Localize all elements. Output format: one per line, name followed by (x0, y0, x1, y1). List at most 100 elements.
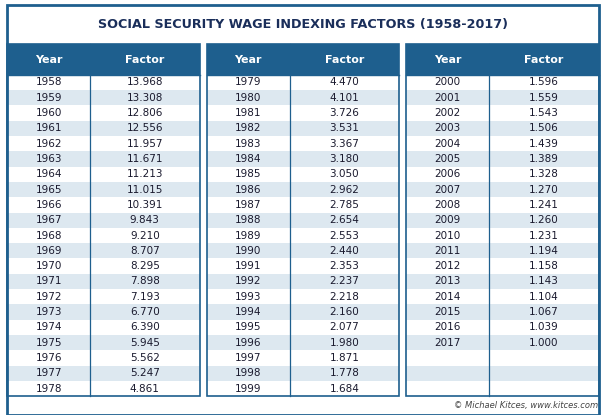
Bar (7, 350, 199, 366)
Text: 1.194: 1.194 (529, 246, 559, 256)
Bar (7, 182, 199, 197)
Bar (407, 366, 599, 381)
Bar (407, 228, 599, 243)
Bar (207, 44, 399, 396)
Text: 1986: 1986 (235, 185, 261, 195)
Bar (207, 90, 399, 105)
Text: 3.726: 3.726 (330, 108, 359, 118)
Text: 2.440: 2.440 (330, 246, 359, 256)
Bar (207, 243, 399, 259)
Bar (207, 381, 399, 396)
Bar (207, 166, 399, 182)
Bar (207, 75, 399, 90)
Text: 11.213: 11.213 (127, 169, 163, 179)
Bar (407, 381, 599, 396)
Bar (407, 166, 599, 182)
Text: 1.270: 1.270 (529, 185, 559, 195)
Bar (407, 350, 599, 366)
Text: 2.160: 2.160 (330, 307, 359, 317)
Text: 1964: 1964 (35, 169, 62, 179)
Text: 8.707: 8.707 (130, 246, 159, 256)
Text: 1995: 1995 (235, 322, 261, 332)
Text: 2010: 2010 (435, 230, 461, 241)
Text: Year: Year (35, 54, 62, 65)
Text: 9.210: 9.210 (130, 230, 159, 241)
Text: 1.231: 1.231 (529, 230, 559, 241)
Bar (407, 289, 599, 305)
Text: 1963: 1963 (35, 154, 62, 164)
Bar (7, 75, 199, 90)
Bar (7, 197, 199, 212)
Text: 2.353: 2.353 (330, 261, 359, 271)
Text: 2002: 2002 (435, 108, 461, 118)
Text: Year: Year (235, 54, 262, 65)
Text: 2.218: 2.218 (330, 292, 359, 302)
Text: 2.654: 2.654 (330, 215, 359, 225)
Bar (207, 320, 399, 335)
Text: 1998: 1998 (235, 369, 261, 378)
Text: 1969: 1969 (35, 246, 62, 256)
Text: 1961: 1961 (35, 123, 62, 133)
Text: 2013: 2013 (435, 276, 461, 286)
Text: 1973: 1973 (35, 307, 62, 317)
Text: 2004: 2004 (435, 139, 461, 149)
Text: 1.778: 1.778 (330, 369, 359, 378)
Bar (407, 151, 599, 166)
Text: 2.785: 2.785 (330, 200, 359, 210)
Bar (407, 136, 599, 151)
Text: 8.295: 8.295 (130, 261, 160, 271)
Bar (7, 212, 199, 228)
Text: 1975: 1975 (35, 338, 62, 348)
Text: 1962: 1962 (35, 139, 62, 149)
Text: 1.328: 1.328 (529, 169, 559, 179)
Text: 2006: 2006 (435, 169, 461, 179)
Text: 1997: 1997 (235, 353, 261, 363)
Text: 1.871: 1.871 (330, 353, 359, 363)
Text: 4.470: 4.470 (330, 77, 359, 88)
Text: 2007: 2007 (435, 185, 461, 195)
Text: 1972: 1972 (35, 292, 62, 302)
Text: 1.241: 1.241 (529, 200, 559, 210)
Text: 2016: 2016 (435, 322, 461, 332)
Text: 4.861: 4.861 (130, 383, 160, 394)
Text: 1966: 1966 (35, 200, 62, 210)
Text: 6.770: 6.770 (130, 307, 159, 317)
Text: 1993: 1993 (235, 292, 261, 302)
Text: 3.180: 3.180 (330, 154, 359, 164)
Text: 1977: 1977 (35, 369, 62, 378)
Bar (7, 151, 199, 166)
Text: 1959: 1959 (35, 93, 62, 103)
Bar (7, 305, 199, 320)
Text: 1988: 1988 (235, 215, 261, 225)
Text: 2014: 2014 (435, 292, 461, 302)
Text: 2001: 2001 (435, 93, 461, 103)
Bar (407, 105, 599, 121)
Bar (7, 136, 199, 151)
Bar (407, 305, 599, 320)
Text: 1.260: 1.260 (529, 215, 559, 225)
Bar (207, 44, 399, 75)
Bar (407, 182, 599, 197)
Text: 1989: 1989 (235, 230, 261, 241)
Bar (7, 166, 199, 182)
Bar (407, 212, 599, 228)
Bar (7, 44, 199, 396)
Text: 1985: 1985 (235, 169, 261, 179)
Bar (7, 228, 199, 243)
Bar (207, 182, 399, 197)
Text: 5.562: 5.562 (130, 353, 160, 363)
Text: 1.104: 1.104 (529, 292, 559, 302)
Bar (207, 228, 399, 243)
Text: 7.193: 7.193 (130, 292, 160, 302)
Text: 1.684: 1.684 (330, 383, 359, 394)
Bar (207, 197, 399, 212)
Bar (407, 274, 599, 289)
Text: 11.671: 11.671 (127, 154, 163, 164)
Bar (207, 212, 399, 228)
Text: 1996: 1996 (235, 338, 261, 348)
Bar (207, 136, 399, 151)
Text: 1982: 1982 (235, 123, 261, 133)
Text: Factor: Factor (325, 54, 364, 65)
Bar (7, 243, 199, 259)
Text: 1.389: 1.389 (529, 154, 559, 164)
